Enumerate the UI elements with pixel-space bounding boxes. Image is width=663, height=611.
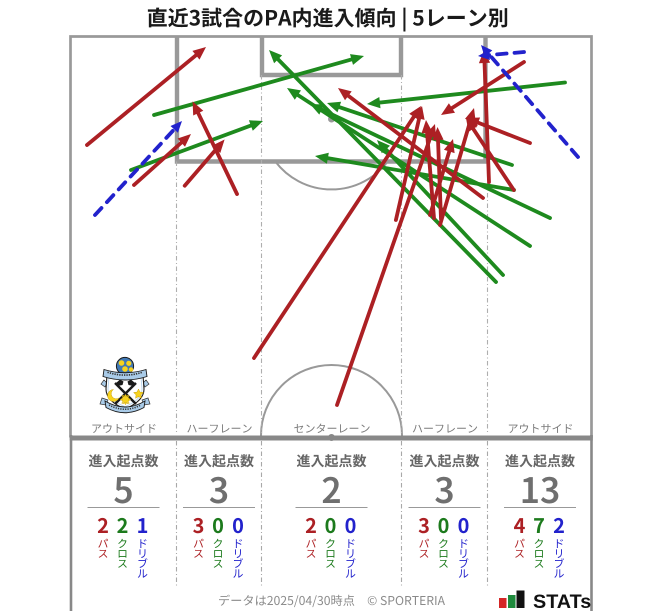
svg-text:STATs: STATs xyxy=(533,591,591,611)
